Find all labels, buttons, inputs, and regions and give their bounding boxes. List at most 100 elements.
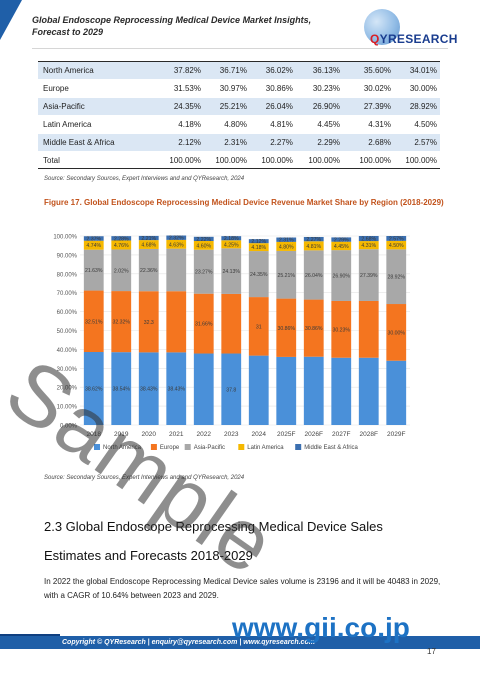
logo-text: QYRESEARCH <box>370 32 458 46</box>
data-label: 23.27% <box>195 270 213 276</box>
data-label: 2.31% <box>279 238 294 244</box>
data-label: 2.68% <box>361 237 376 243</box>
legend-label: North America <box>103 445 142 451</box>
bar-segment <box>193 293 214 354</box>
data-label: 2.22% <box>196 237 211 243</box>
bar-segment <box>248 251 269 298</box>
share-cell: 30.02% <box>348 79 394 98</box>
bar-segment <box>83 352 104 425</box>
bar-segment <box>193 249 214 294</box>
bar-segment <box>166 291 187 353</box>
x-tick-label: 2020 <box>142 431 157 438</box>
share-cell: 4.45% <box>295 115 348 134</box>
y-tick-label: 10.00% <box>57 405 78 411</box>
bar-segment <box>248 355 269 425</box>
data-label: 32.3 <box>144 320 154 326</box>
share-cell: 100.00% <box>295 151 348 169</box>
x-tick-label: 2019 <box>114 431 129 438</box>
y-tick-label: 20.00% <box>57 386 78 392</box>
bar-segment <box>303 356 324 425</box>
table-row: Total 100.00% 100.00% 100.00% 100.00% 100.00%… <box>38 151 440 169</box>
data-label: 2.18% <box>224 236 239 242</box>
bar-segment <box>111 352 132 425</box>
bar-segment <box>248 243 269 252</box>
share-cell: 2.27% <box>249 133 296 152</box>
data-label: 4.68% <box>141 243 156 249</box>
share-cell: 100.00% <box>203 151 250 169</box>
data-label: 25.21% <box>277 273 295 279</box>
bar-segment <box>386 304 407 361</box>
report-title: Global Endoscope Reprocessing Medical De… <box>32 15 312 37</box>
bar-segment <box>83 249 104 291</box>
page-number: 17 <box>427 647 436 656</box>
share-cell: 4.18% <box>158 115 204 134</box>
share-cell: 100.00% <box>249 151 296 169</box>
section-body-text: In 2022 the global Endoscope Reprocessin… <box>44 577 441 600</box>
bar-segment <box>111 291 132 353</box>
footer-copyright: Copyright © QYResearch | enquiry@qyresea… <box>62 639 315 646</box>
y-tick-label: 0.00% <box>60 424 78 430</box>
legend-swatch <box>94 444 100 450</box>
x-tick-label: 2026F <box>305 431 323 438</box>
bar-segment <box>138 291 159 353</box>
market-share-table: North America 37.82% 36.71% 36.02% 36.13% 35.… <box>38 61 440 169</box>
bar-segment <box>193 241 214 250</box>
bar-segment <box>83 236 104 241</box>
legend-label: Latin America <box>247 445 284 451</box>
bar-segment <box>221 236 242 241</box>
bar-segment <box>166 239 187 249</box>
qyresearch-logo: QYRESEARCH <box>358 8 473 48</box>
x-tick-label: 2022 <box>197 431 212 438</box>
data-label: 22.36% <box>140 268 158 274</box>
bar-segment <box>276 356 297 425</box>
y-tick-label: 100.00% <box>53 235 77 241</box>
share-cell: 100.00% <box>393 151 440 169</box>
bar-segment <box>386 249 407 305</box>
bar-segment <box>331 237 352 242</box>
share-cell: 37.82% <box>158 61 204 80</box>
bar-segment <box>248 297 269 356</box>
table-row: North America 37.82% 36.71% 36.02% 36.13% 35.… <box>38 61 440 80</box>
data-label: 2.57% <box>389 236 404 242</box>
table-row: Latin America 4.18% 4.80% 4.81% 4.45% 4.31% 4.… <box>38 115 440 134</box>
data-label: 38.43% <box>140 387 158 393</box>
share-cell: 4.80% <box>203 115 250 134</box>
share-cell: 30.23% <box>295 79 348 98</box>
region-cell: Europe <box>38 79 158 98</box>
bar-segment <box>138 240 159 249</box>
share-cell: 26.90% <box>295 97 348 116</box>
data-label: 2.28% <box>114 236 129 242</box>
x-tick-label: 2021 <box>169 431 184 438</box>
bar-segment <box>331 250 352 301</box>
data-label: 27.39% <box>360 273 378 279</box>
bar-segment <box>138 235 159 241</box>
bar-segment <box>331 300 352 358</box>
header-corner-accent <box>0 0 22 40</box>
bar-segment <box>193 353 214 425</box>
globe-icon <box>364 9 400 45</box>
bar-segment <box>166 235 187 240</box>
x-tick-label: 2018 <box>87 431 102 438</box>
data-label: 4.45% <box>334 244 349 250</box>
share-cell: 31.53% <box>158 79 204 98</box>
data-label: 38.62% <box>85 387 103 393</box>
share-cell: 26.04% <box>249 97 296 116</box>
data-label: 4.81% <box>306 244 321 250</box>
x-tick-label: 2024 <box>252 431 267 438</box>
data-label: 38.54% <box>112 387 130 393</box>
bar-segment <box>386 360 407 425</box>
data-label: 4.31% <box>361 243 376 249</box>
data-label: 4.25% <box>224 242 239 248</box>
y-tick-label: 70.00% <box>57 291 78 297</box>
region-cell: Latin America <box>38 115 158 134</box>
share-cell: 30.97% <box>203 79 250 98</box>
data-label: 32.32% <box>112 320 130 326</box>
share-cell: 100.00% <box>158 151 204 169</box>
data-label: 4.80% <box>279 244 294 250</box>
bar-segment <box>331 241 352 251</box>
y-tick-label: 90.00% <box>57 253 78 259</box>
section-heading-line2: Estimates and Forecasts 2018-2029 <box>44 548 253 563</box>
share-cell: 2.29% <box>295 133 348 152</box>
figure-caption: Figure 17. Global Endoscope Reprocessing… <box>44 198 444 207</box>
data-label: 21.63% <box>85 268 103 274</box>
